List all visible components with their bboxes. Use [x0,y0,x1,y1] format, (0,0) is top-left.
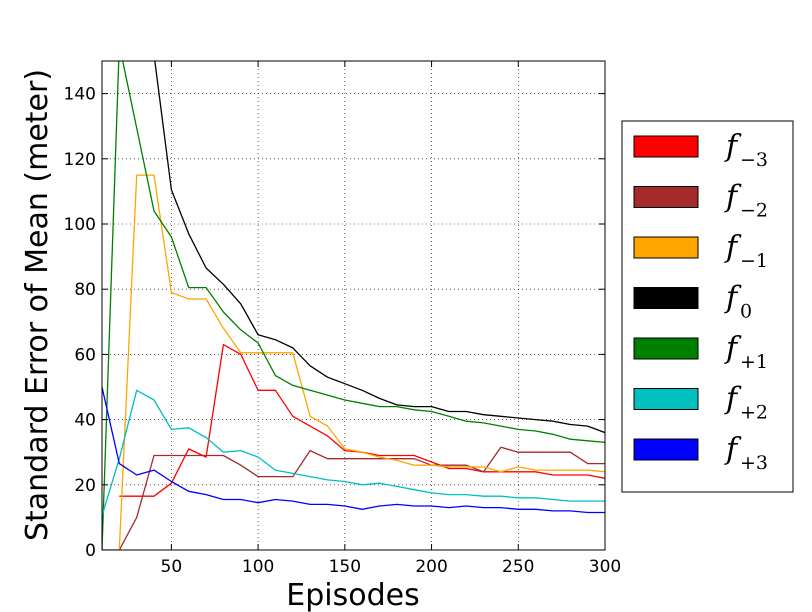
series-line-1 [102,446,605,550]
legend-swatch [633,236,699,259]
legend-label-sub: 0 [740,301,752,323]
x-tick-label: 150 [329,557,361,577]
grid-lines [102,61,605,550]
legend-swatch [633,438,699,461]
legend-swatch [633,388,699,410]
legend-swatch [633,135,699,158]
legend-label-sub: +3 [740,452,768,474]
x-tick-label: 50 [161,557,183,577]
x-tick-label: 100 [242,557,274,577]
series-line-5 [102,389,605,516]
x-tick-label: 200 [415,557,447,577]
series-line-4 [102,61,605,550]
y-axis-label: Standard Error of Mean (meter) [20,69,55,541]
plot-area [102,61,605,550]
series-line-2 [118,174,605,550]
y-axis: 0 20 40 60 80 100 120 140 [64,85,605,561]
legend-label-sub: −2 [740,200,768,222]
legend-label-sub: −1 [740,250,768,272]
x-tick-label: 250 [502,557,534,577]
series-line-6 [102,386,605,514]
x-axis-label: Episodes [286,578,419,612]
y-tick-label: 60 [74,345,96,365]
y-tick-label: 100 [64,215,96,235]
x-tick-label: 300 [589,557,621,577]
plot-frame [101,60,606,551]
legend-item-4: f +1 [633,331,768,373]
y-tick-label: 140 [64,85,96,105]
y-tick-label: 120 [64,150,96,170]
legend-label-sub: +2 [740,402,768,424]
y-tick-label: 40 [74,411,96,431]
y-tick-label: 80 [74,280,96,300]
x-axis: 50 100 150 200 250 300 [161,61,621,577]
legend-label-sub: −3 [740,149,768,171]
legend-label-sub: +1 [740,351,768,373]
y-tick-label: 0 [85,541,96,561]
series-line-0 [119,343,605,497]
legend-swatch [633,287,699,309]
legend: f −3f −2f −1f 0f +1f +2f +3 [621,120,794,493]
legend-swatch [633,186,699,208]
series-line-3 [154,61,605,434]
legend-swatch [633,337,699,360]
y-tick-label: 20 [74,476,96,496]
